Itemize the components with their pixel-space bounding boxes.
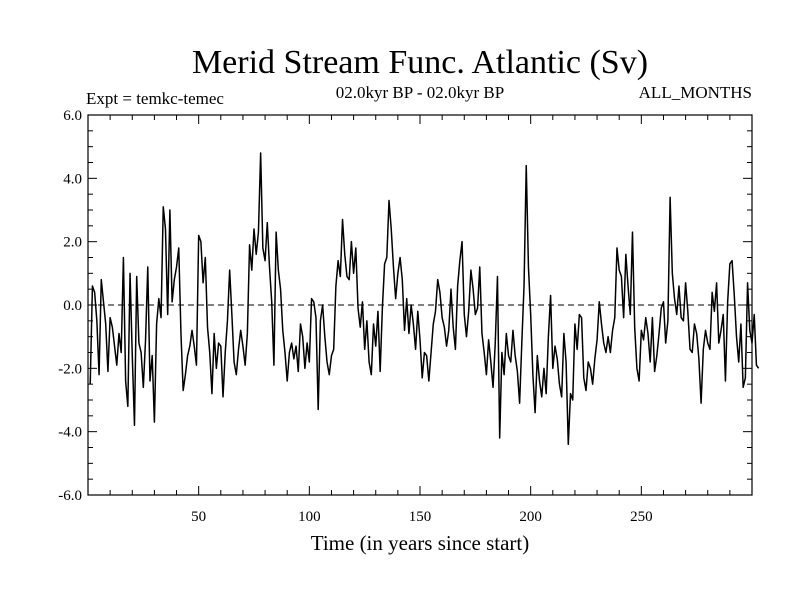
x-tick-label: 150 <box>409 509 432 525</box>
y-tick-label: -2.0 <box>58 361 82 377</box>
series-line <box>89 152 760 446</box>
x-tick-label: 200 <box>519 509 542 525</box>
x-tick-label: 100 <box>298 509 321 525</box>
y-axis: -6.0 -4.0 -2.0 0.0 2.0 4.0 6.0 <box>58 108 752 504</box>
y-tick-label: 2.0 <box>63 235 82 251</box>
experiment-label: Expt = temkc-temec <box>86 89 224 108</box>
chart-title: Merid Stream Func. Atlantic (Sv) <box>192 44 648 81</box>
y-tick-label: 6.0 <box>63 108 82 124</box>
months-label: ALL_MONTHS <box>639 83 752 102</box>
x-axis: 50 100 150 200 250 <box>109 115 731 525</box>
series-layer <box>89 152 760 446</box>
y-tick-label: -6.0 <box>58 488 82 504</box>
period-label: 02.0kyr BP - 02.0kyr BP <box>336 83 504 102</box>
x-tick-label: 50 <box>191 509 206 525</box>
y-tick-label: -4.0 <box>58 425 82 441</box>
y-tick-label: 4.0 <box>63 171 82 187</box>
x-tick-label: 250 <box>630 509 653 525</box>
x-axis-label: Time (in years since start) <box>311 531 530 555</box>
y-tick-label: 0.0 <box>63 298 82 314</box>
